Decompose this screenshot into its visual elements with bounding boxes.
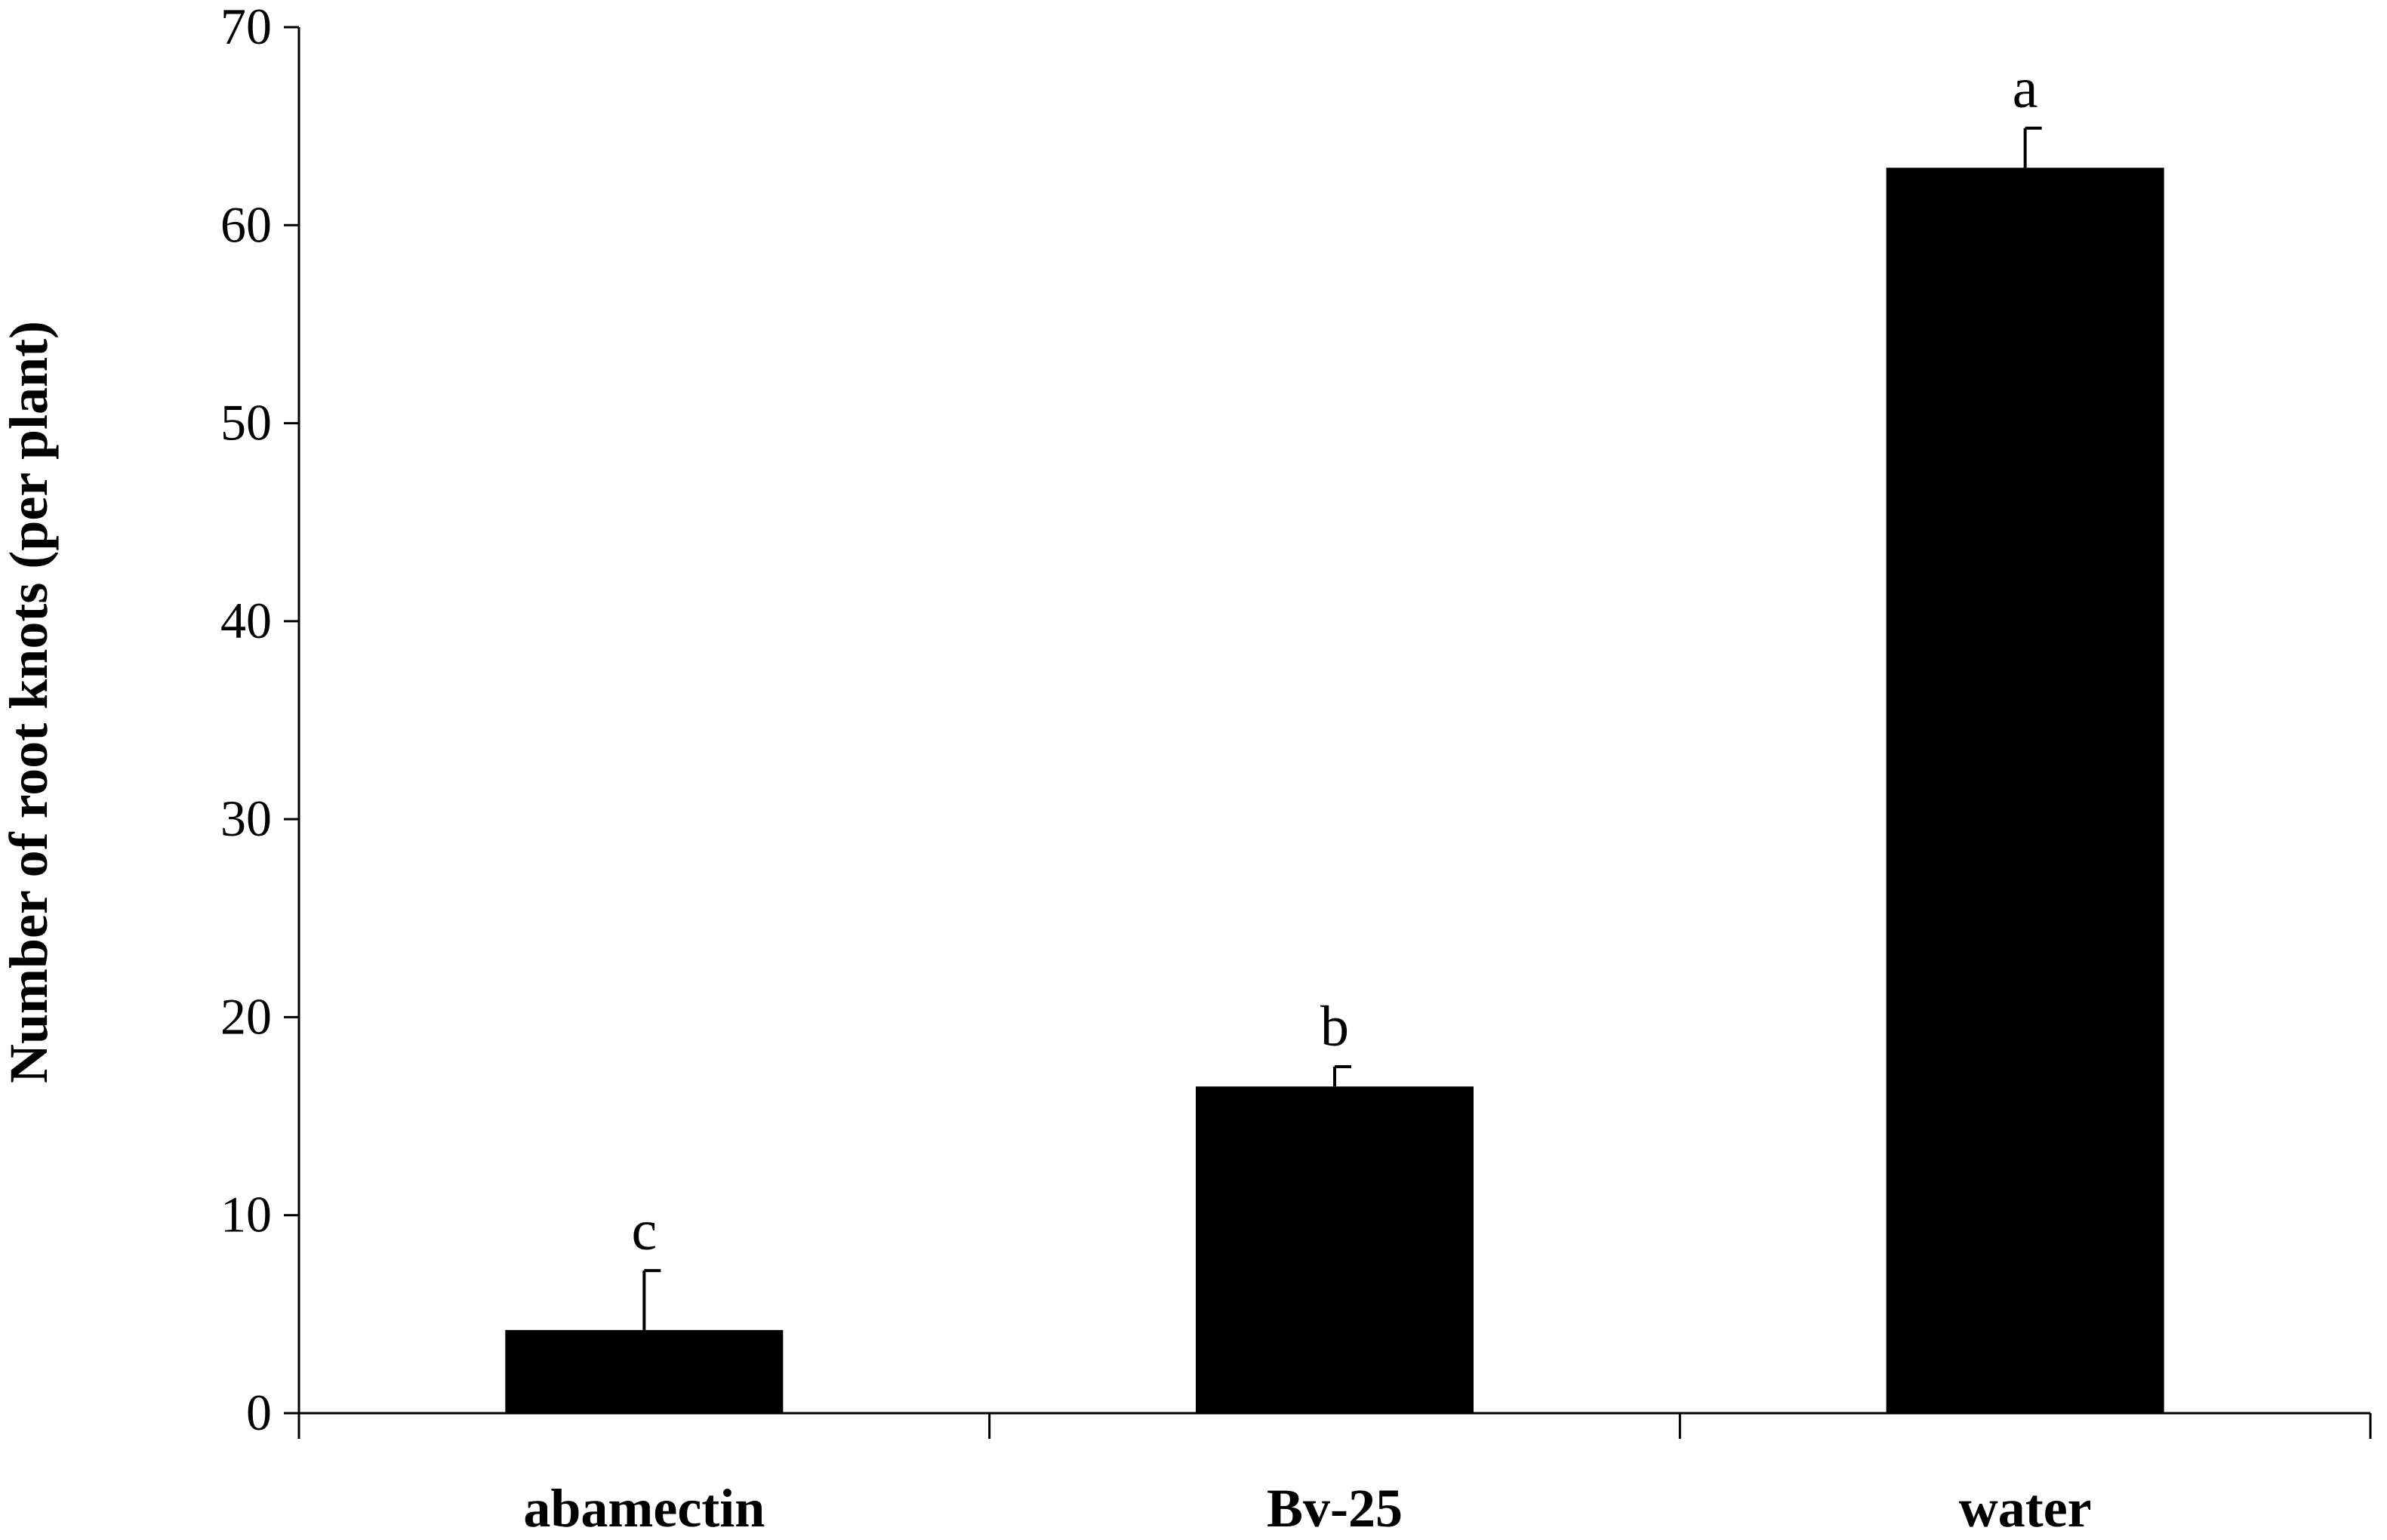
y-tick-label: 50 — [220, 394, 272, 451]
y-tick-label: 30 — [220, 790, 272, 847]
x-category-label: Bv-25 — [1267, 1478, 1403, 1536]
significance-letter: c — [631, 1199, 657, 1262]
significance-letter: a — [2013, 57, 2038, 120]
x-axis: abamectin Bv-25 water — [297, 1412, 2372, 1538]
y-tick-label: 20 — [220, 987, 272, 1045]
y-tick-label: 70 — [220, 0, 272, 55]
bars — [505, 126, 2164, 1413]
y-tick-label: 0 — [246, 1384, 272, 1441]
y-axis: 0 10 20 30 40 50 60 70 — [220, 0, 300, 1441]
y-axis-title: Number of root knots (per plant) — [0, 321, 59, 1083]
x-category-label: water — [1959, 1478, 2092, 1536]
significance-letter: b — [1320, 995, 1349, 1058]
y-tick-label: 10 — [220, 1186, 272, 1243]
y-tick-label: 60 — [220, 196, 272, 253]
x-category-label: abamectin — [523, 1478, 765, 1536]
y-tick-label: 40 — [220, 592, 272, 649]
annotations: c b a — [631, 57, 2037, 1262]
bar — [505, 1329, 784, 1413]
bar — [1196, 1086, 1474, 1413]
bar — [1886, 168, 2164, 1413]
